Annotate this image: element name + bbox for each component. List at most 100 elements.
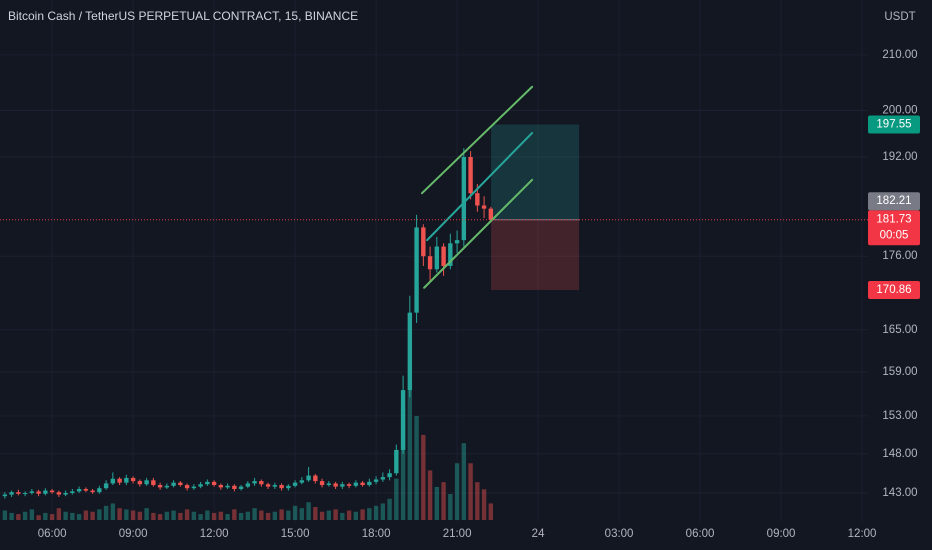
candle-body xyxy=(414,227,419,313)
volume-bar xyxy=(340,512,345,520)
candle-body xyxy=(225,485,230,488)
volume-bar xyxy=(333,509,338,520)
candle-body xyxy=(481,205,487,209)
volume-bar xyxy=(63,511,68,520)
price-label: 182.21 xyxy=(876,195,911,207)
candle-body xyxy=(448,243,453,266)
last-price-label: 181.73 xyxy=(876,214,911,226)
volume-bar xyxy=(434,486,440,520)
volume-bar xyxy=(454,463,460,520)
volume-bar xyxy=(205,510,210,520)
axes: 210.00 200.00 192.00 176.00 165.00 159.00 153.… xyxy=(0,49,920,540)
volume-bar xyxy=(481,489,487,520)
candle-body xyxy=(9,492,14,495)
volume-bar xyxy=(9,512,14,520)
x-tick-label: 24 xyxy=(532,528,545,540)
volume-bar xyxy=(225,514,230,520)
grid xyxy=(0,0,868,522)
volume-bar xyxy=(171,510,176,520)
x-tick-label: 09:00 xyxy=(119,528,148,540)
volume-bar xyxy=(232,509,237,520)
candle-body xyxy=(117,478,122,483)
volume-bar xyxy=(56,508,62,520)
volume-bar xyxy=(407,390,413,520)
candle-body xyxy=(245,483,251,487)
countdown-label: 00:05 xyxy=(880,230,909,242)
y-tick-label: 159.00 xyxy=(882,366,917,378)
candle-body xyxy=(97,488,102,493)
candle-body xyxy=(29,491,35,493)
candle-body xyxy=(326,483,332,486)
candle-body xyxy=(279,485,284,489)
candle-body xyxy=(49,490,55,493)
candle-body xyxy=(171,482,176,486)
target-box xyxy=(868,115,920,134)
candle-body xyxy=(468,157,473,194)
volume-bar xyxy=(110,503,116,520)
x-tick-label: 09:00 xyxy=(767,528,796,540)
drawings[interactable] xyxy=(420,85,534,289)
x-tick-label: 06:00 xyxy=(686,528,715,540)
volume-bar xyxy=(97,509,102,520)
volume-bar xyxy=(299,508,305,520)
volume-bar xyxy=(29,509,35,520)
volume-bar xyxy=(43,512,48,520)
candle-body xyxy=(454,240,460,244)
volume-bar xyxy=(211,512,217,520)
candle-body xyxy=(353,482,359,486)
trend-line xyxy=(423,178,534,289)
volume-bar xyxy=(319,511,325,520)
candle-body xyxy=(137,481,143,485)
volume-bar xyxy=(360,509,365,520)
candle-body xyxy=(130,477,136,482)
volume-bar xyxy=(421,434,426,520)
volume-pane xyxy=(2,390,494,520)
candle-body xyxy=(387,473,392,478)
volume-bar xyxy=(16,514,21,520)
volume-bar xyxy=(151,512,156,520)
candle-body xyxy=(36,491,41,494)
volume-bar xyxy=(448,494,453,520)
volume-bar xyxy=(245,511,251,520)
candle-body xyxy=(313,475,318,482)
x-tick-label: 12:00 xyxy=(200,528,229,540)
candle-body xyxy=(43,490,48,494)
y-tick-label: 143.00 xyxy=(882,487,917,499)
volume-bar xyxy=(306,502,311,520)
y-tick-label: 200.00 xyxy=(882,104,917,116)
position-tool[interactable] xyxy=(491,124,580,291)
candle-body xyxy=(286,485,291,489)
y-tick-label: 176.00 xyxy=(882,250,917,262)
candle-body xyxy=(400,390,406,450)
candle-body xyxy=(461,157,467,241)
candle-body xyxy=(110,478,116,484)
volume-bar xyxy=(326,510,332,520)
volume-bar xyxy=(272,511,278,520)
loss-zone xyxy=(491,219,580,291)
candle-body xyxy=(232,485,237,489)
y-tick-label: 148.00 xyxy=(882,448,917,460)
volume-bar xyxy=(475,482,480,520)
volume-bar xyxy=(468,463,473,520)
candle-body xyxy=(83,488,89,491)
y-tick-label: 192.00 xyxy=(882,151,917,163)
price-box xyxy=(868,192,920,211)
volume-bar xyxy=(313,507,318,520)
candle-body xyxy=(103,483,109,489)
candle-body xyxy=(238,486,244,489)
candle-body xyxy=(205,481,210,485)
profit-zone xyxy=(491,124,580,220)
candle-body xyxy=(319,481,325,486)
volume-bar xyxy=(380,503,386,520)
target-label: 197.55 xyxy=(876,119,911,131)
volume-bar xyxy=(427,470,433,520)
volume-bar xyxy=(137,511,143,520)
volume-bar xyxy=(124,509,129,520)
volume-bar xyxy=(252,508,257,520)
volume-bar xyxy=(164,511,170,520)
volume-bar xyxy=(387,498,392,520)
candle-body xyxy=(22,492,28,494)
candle-body xyxy=(360,482,365,486)
